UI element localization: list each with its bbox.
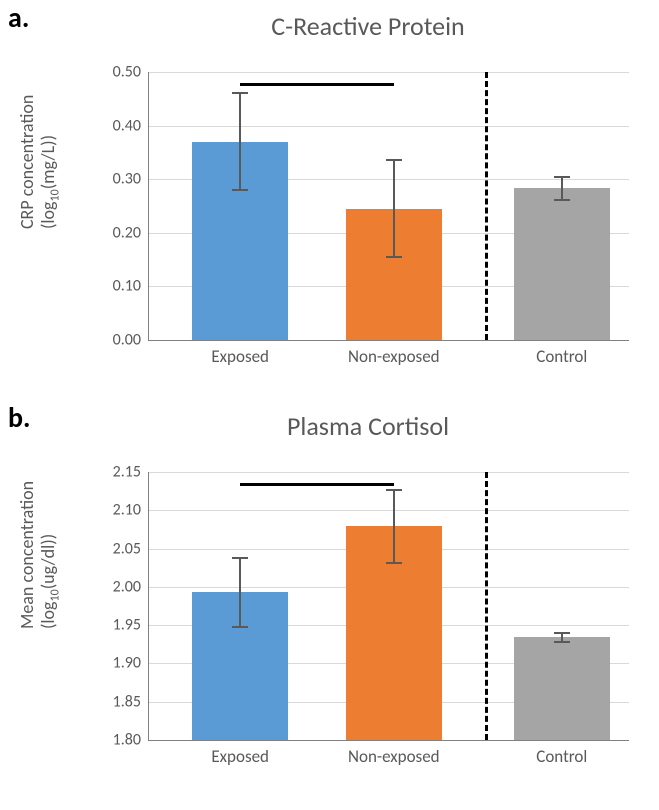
- xtick-label: Control: [536, 746, 587, 767]
- error-cap: [554, 176, 570, 178]
- error-cap: [232, 189, 248, 191]
- panel-label-b: b.: [8, 400, 31, 435]
- significance-bar: [240, 483, 394, 486]
- ytick-label: 0.20: [113, 223, 141, 242]
- gridline: [149, 472, 629, 473]
- xtick-label: Control: [536, 346, 587, 367]
- plot-area-a: 0.000.100.200.300.400.50ExposedNon-expos…: [148, 72, 629, 341]
- error-cap: [232, 626, 248, 628]
- plot-area-b: 1.801.851.901.952.002.052.102.15ExposedN…: [148, 472, 629, 741]
- xtick-label: Exposed: [211, 346, 269, 367]
- error-cap: [554, 632, 570, 634]
- ytick-label: 1.80: [113, 731, 141, 750]
- panel-label-a: a.: [8, 0, 29, 35]
- xtick-label: Non-exposed: [348, 346, 440, 367]
- figure: a.C-Reactive Protein0.000.100.200.300.40…: [0, 0, 659, 810]
- error-bar: [561, 177, 563, 201]
- panel-a: a.C-Reactive Protein0.000.100.200.300.40…: [0, 0, 659, 400]
- ytick-label: 0.30: [113, 170, 141, 189]
- ytick-label: 2.15: [113, 463, 141, 482]
- error-cap: [386, 489, 402, 491]
- gridline: [149, 510, 629, 511]
- error-bar: [239, 93, 241, 189]
- error-cap: [554, 199, 570, 201]
- gridline: [149, 126, 629, 127]
- ytick-label: 0.40: [113, 116, 141, 135]
- chart-title-b: Plasma Cortisol: [108, 410, 628, 442]
- error-cap: [386, 562, 402, 564]
- ytick-label: 0.00: [113, 331, 141, 350]
- ytick-label: 0.50: [113, 63, 141, 82]
- error-bar: [393, 490, 395, 564]
- error-cap: [386, 256, 402, 258]
- error-bar: [393, 160, 395, 256]
- ytick-label: 2.00: [113, 577, 141, 596]
- group-divider: [485, 472, 488, 740]
- error-cap: [232, 557, 248, 559]
- error-cap: [386, 159, 402, 161]
- ytick-label: 1.95: [113, 616, 141, 635]
- ytick-label: 0.10: [113, 277, 141, 296]
- significance-bar: [240, 83, 394, 86]
- chart-title-a: C-Reactive Protein: [108, 10, 628, 42]
- error-cap: [554, 641, 570, 643]
- y-axis-label-b: Mean concentration(log10(ug/dl)): [17, 609, 63, 629]
- ytick-label: 2.10: [113, 501, 141, 520]
- error-bar: [239, 558, 241, 627]
- bar-control: [514, 188, 610, 340]
- ytick-label: 1.90: [113, 654, 141, 673]
- group-divider: [485, 72, 488, 340]
- error-cap: [232, 92, 248, 94]
- ytick-label: 1.85: [113, 692, 141, 711]
- gridline: [149, 72, 629, 73]
- xtick-label: Exposed: [211, 746, 269, 767]
- y-axis-label-a: CRP concentration(log10(mg/L)): [17, 209, 63, 229]
- bar-control: [514, 637, 610, 740]
- panel-b: b.Plasma Cortisol1.801.851.901.952.002.0…: [0, 400, 659, 800]
- xtick-label: Non-exposed: [348, 746, 440, 767]
- ytick-label: 2.05: [113, 539, 141, 558]
